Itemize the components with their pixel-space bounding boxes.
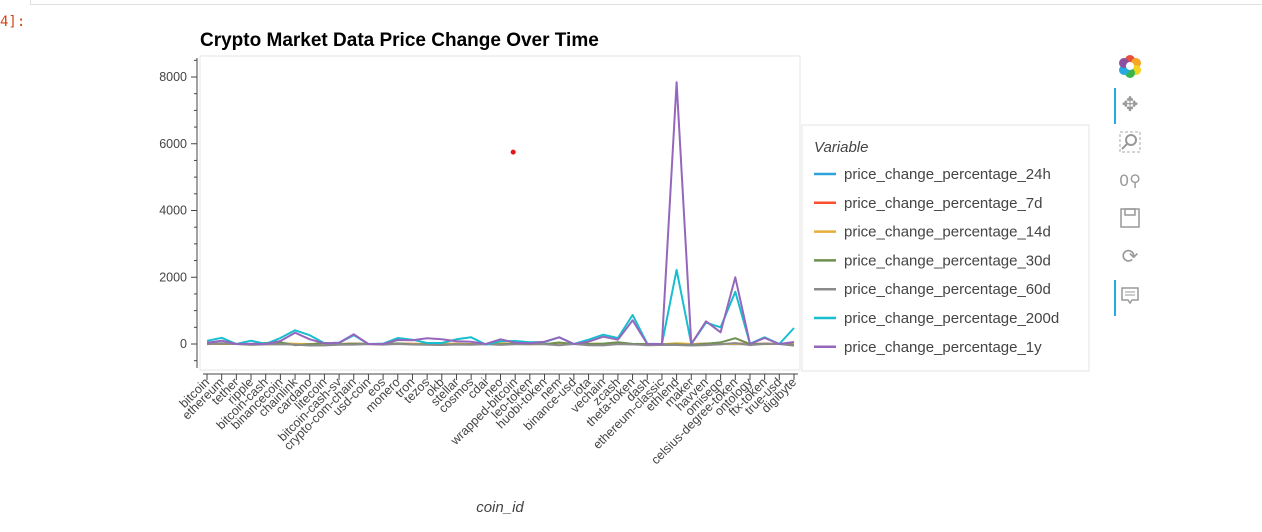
- y-tick-label: 6000: [159, 137, 187, 151]
- reset-icon[interactable]: ⟳: [1121, 244, 1139, 268]
- legend-title: Variable: [814, 139, 868, 156]
- save-icon[interactable]: [1110, 204, 1150, 232]
- legend-entry-label: price_change_percentage_7d: [844, 195, 1043, 212]
- plot-area[interactable]: [199, 55, 801, 371]
- series-line: [206, 81, 795, 346]
- y-tick-label: 8000: [159, 70, 187, 84]
- cell-border: [30, 0, 1262, 5]
- toolbar: ✥ 0⚲ ⟳: [1110, 50, 1150, 330]
- y-axis: 0 2000 4000 6000 8000: [159, 58, 198, 368]
- series-lines: [206, 81, 795, 347]
- wheel-zoom-icon[interactable]: 0⚲: [1119, 170, 1141, 190]
- legend[interactable]: Variable price_change_percentage_24hpric…: [801, 124, 1090, 372]
- x-axis: bitcoinethereumtetherripplebitcoin-cashb…: [177, 373, 799, 467]
- series-line: [206, 342, 795, 347]
- bokeh-logo-icon[interactable]: [1110, 52, 1150, 80]
- legend-entry-label: price_change_percentage_14d: [844, 224, 1051, 241]
- pan-icon[interactable]: ✥: [1110, 88, 1150, 124]
- y-tick-label: 4000: [159, 204, 187, 218]
- y-tick-label: 0: [180, 337, 187, 351]
- cell-prompt: 4]:: [0, 14, 26, 30]
- hover-icon[interactable]: [1110, 280, 1150, 316]
- outlier-point: [510, 149, 516, 155]
- x-axis-label: coin_id: [476, 499, 524, 516]
- y-tick-label: 2000: [159, 270, 187, 284]
- legend-box: [801, 124, 1090, 372]
- legend-entry-label: price_change_percentage_24h: [844, 166, 1051, 183]
- box-zoom-icon[interactable]: [1110, 128, 1150, 156]
- chart-title: Crypto Market Data Price Change Over Tim…: [200, 30, 599, 51]
- legend-entry-label: price_change_percentage_30d: [844, 252, 1051, 269]
- legend-entry-label: price_change_percentage_60d: [844, 281, 1051, 298]
- legend-entry-label: price_change_percentage_200d: [844, 310, 1059, 327]
- legend-entry-label: price_change_percentage_1y: [844, 339, 1042, 356]
